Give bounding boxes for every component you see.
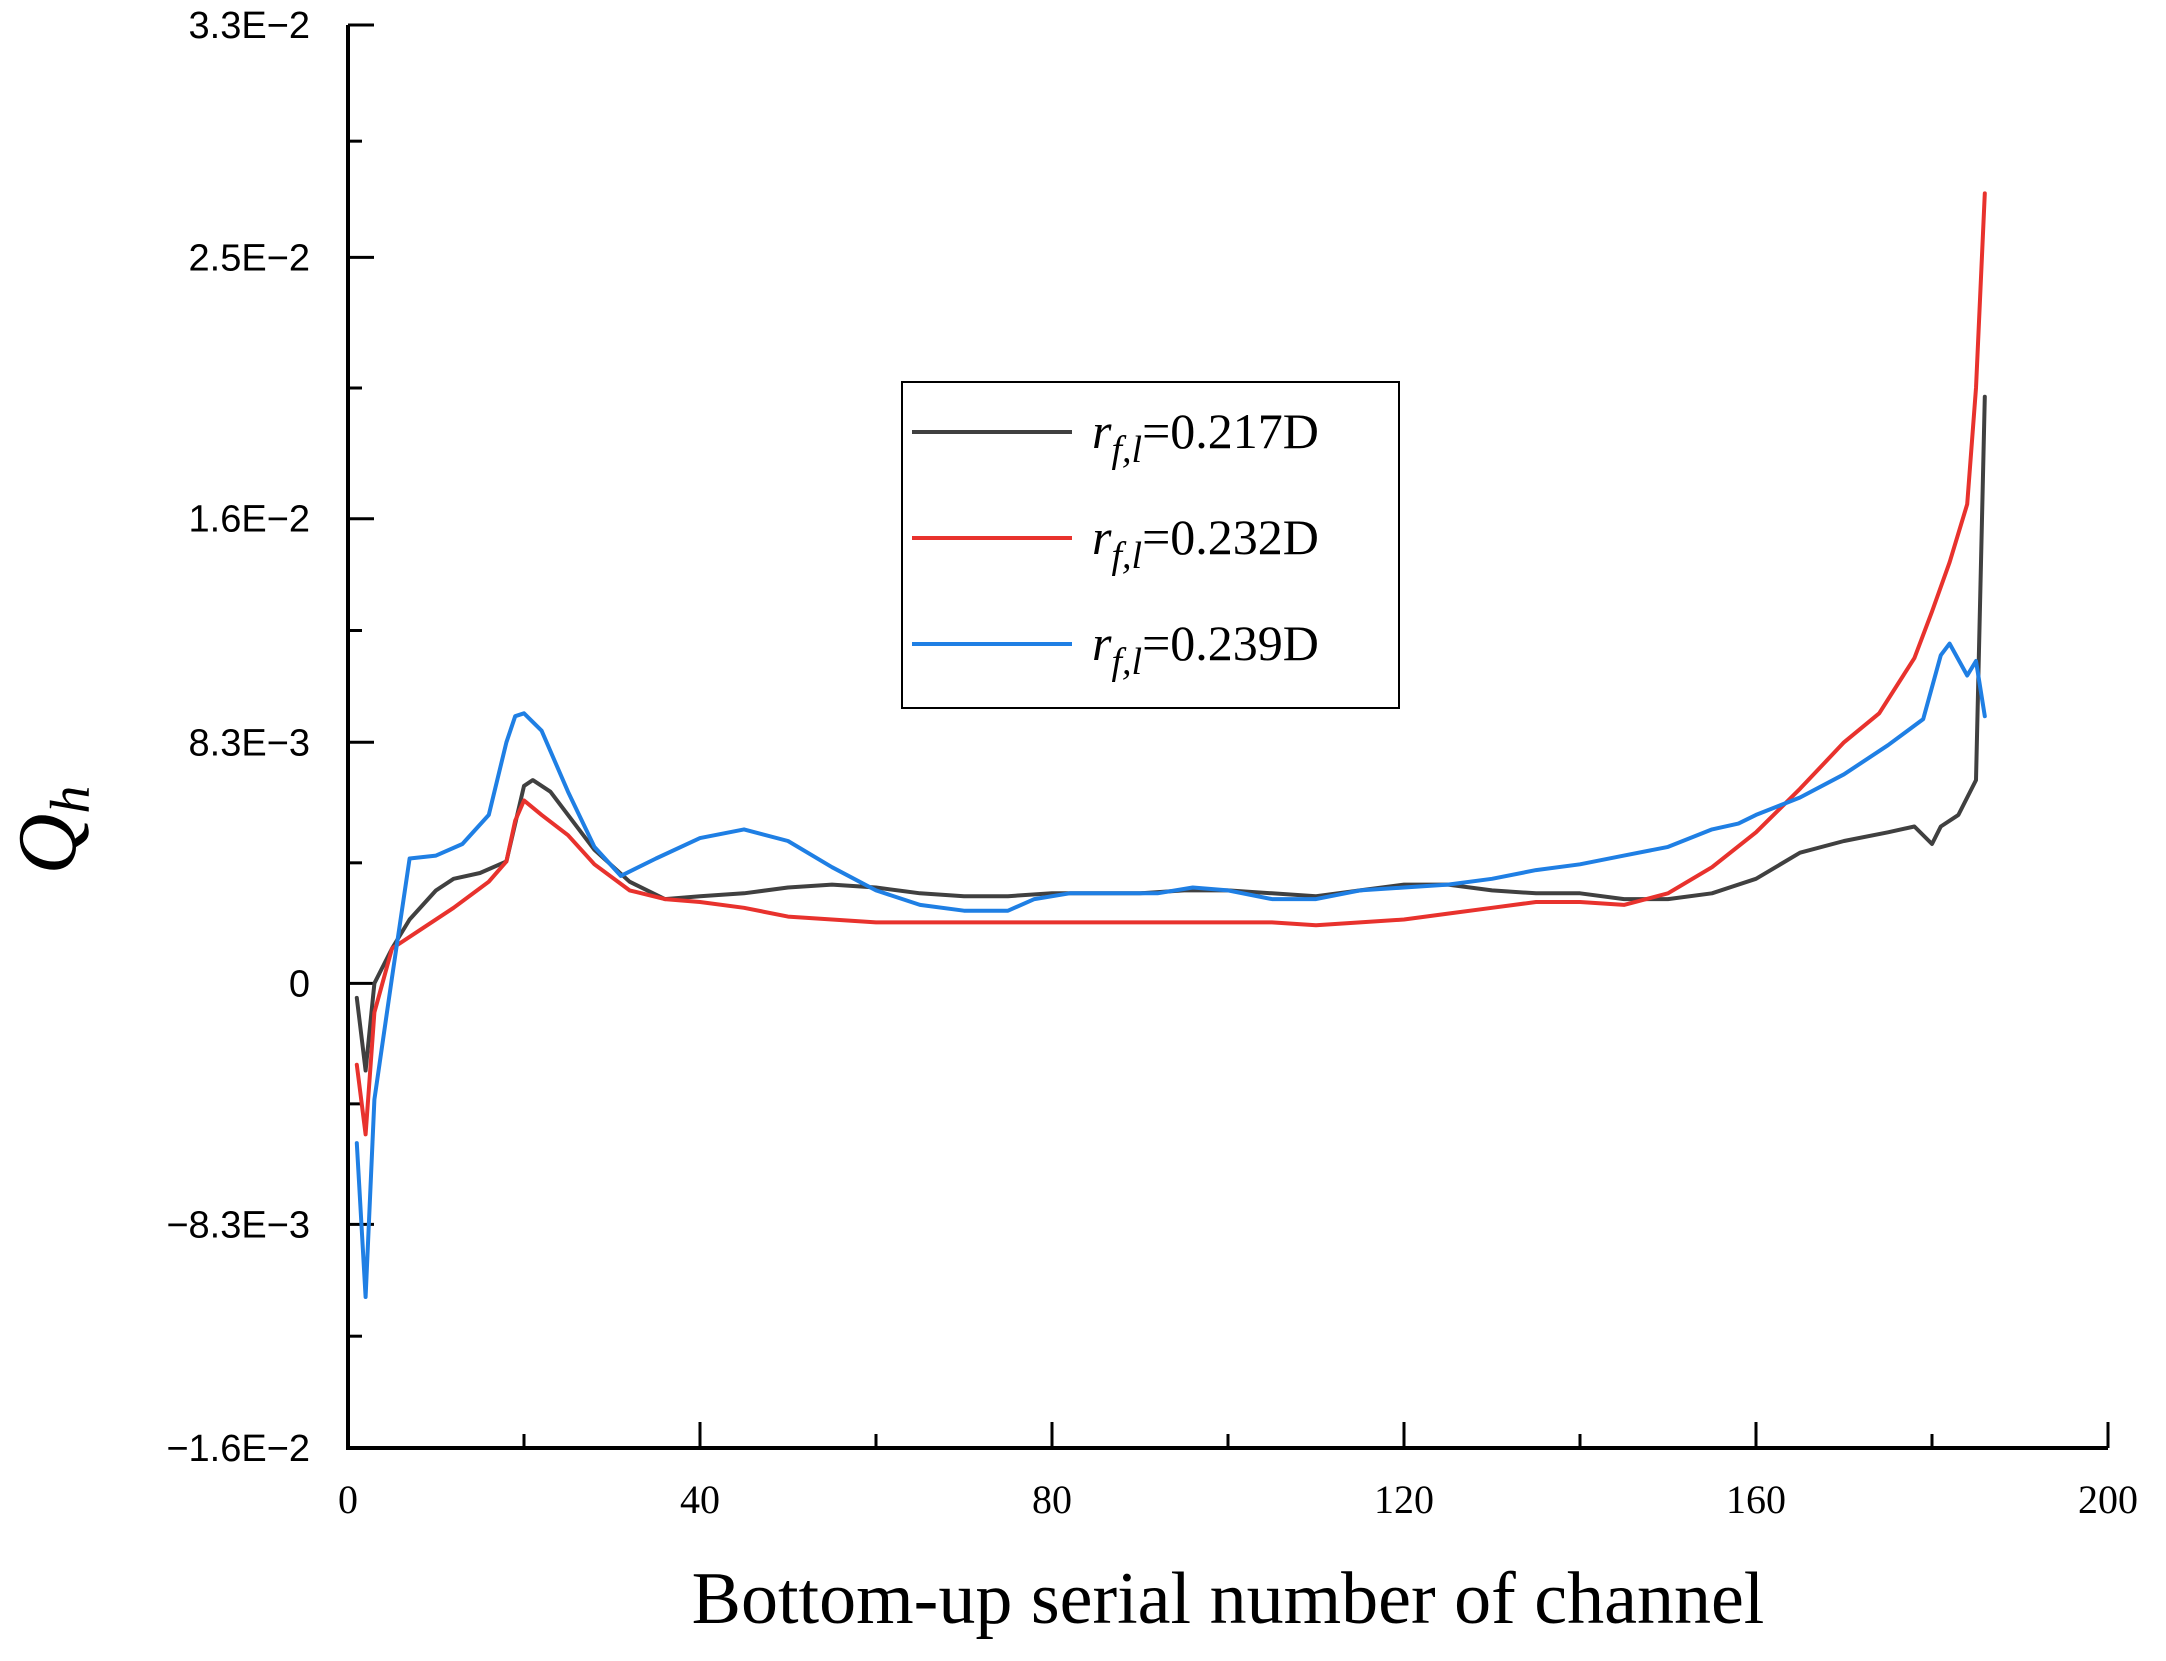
y-axis-label: Qh <box>1 786 102 875</box>
y-tick-label: 1.6E−2 <box>189 499 311 541</box>
legend: rf,l=0.217D rf,l=0.232D rf,l=0.239D <box>901 381 1400 709</box>
x-tick-label: 80 <box>1032 1477 1072 1522</box>
x-axis-label: Bottom-up serial number of channel <box>692 1558 1765 1640</box>
y-tick-label: 0 <box>289 963 310 1005</box>
legend-label: rf,l=0.232D <box>1092 509 1319 577</box>
x-tick-label: 120 <box>1374 1477 1434 1522</box>
series-line-3 <box>354 641 1987 1299</box>
y-axis-label-sub: h <box>40 786 102 814</box>
y-tick-label: 2.5E−2 <box>189 237 311 279</box>
legend-label: rf,l=0.217D <box>1092 403 1319 471</box>
y-tick-label: 3.3E−2 <box>189 5 311 47</box>
legend-box <box>901 381 1400 709</box>
y-axis-label-main: Q <box>1 814 94 875</box>
axes: 3.3E−2 2.5E−2 1.6E−2 8.3E−3 0 −8.3E−3 −1.6E−2 0… <box>166 5 2138 1522</box>
x-tick-label: 160 <box>1726 1477 1786 1522</box>
series-line-2 <box>354 191 1987 1137</box>
y-tick-label: −8.3E−3 <box>166 1204 310 1246</box>
y-tick-label: −1.6E−2 <box>166 1428 310 1470</box>
x-tick-label: 0 <box>338 1477 358 1522</box>
y-tick-label: 8.3E−3 <box>189 722 311 764</box>
svg-text:Qh: Qh <box>1 786 102 875</box>
series-layer <box>354 191 1987 1299</box>
x-tick-label: 200 <box>2078 1477 2138 1522</box>
legend-label: rf,l=0.239D <box>1092 615 1319 683</box>
x-tick-label: 40 <box>680 1477 720 1522</box>
